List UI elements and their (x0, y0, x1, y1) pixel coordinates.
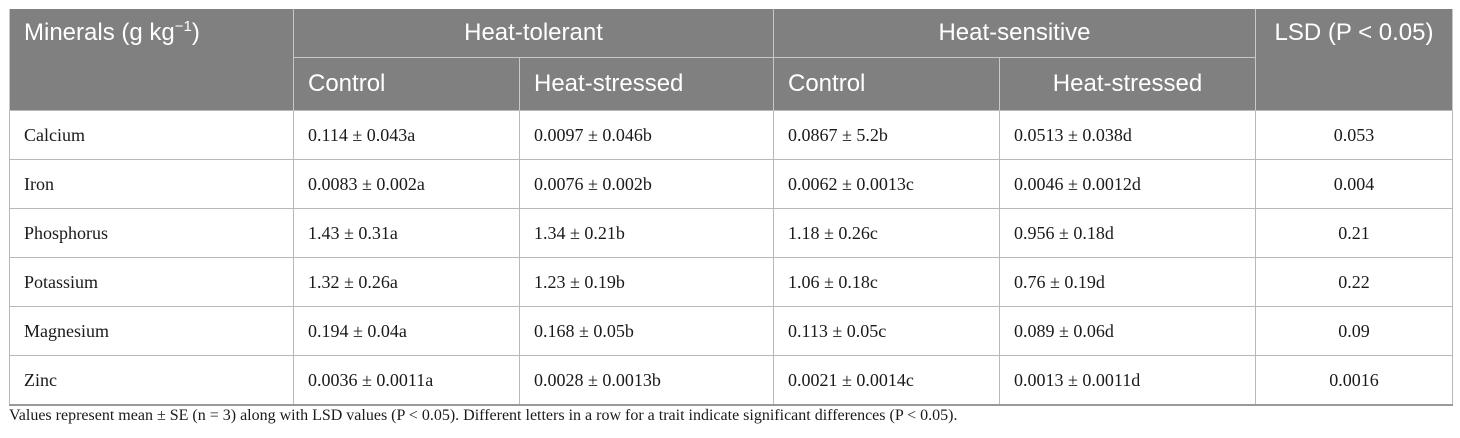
table-footnote: Values represent mean ± SE (n = 3) along… (9, 407, 958, 424)
cell-value: 1.06 ± 0.18c (773, 257, 1000, 307)
cell-lsd: 0.21 (1255, 208, 1453, 258)
cell-value: 0.0028 ± 0.0013b (519, 355, 774, 406)
mineral-name: Zinc (9, 355, 294, 406)
cell-value: 0.0062 ± 0.0013c (773, 159, 1000, 209)
cell-value: 0.0021 ± 0.0014c (773, 355, 1000, 406)
header-sensitive-control: Control (773, 57, 1000, 111)
table-body: Calcium 0.114 ± 0.043a 0.0097 ± 0.046b 0… (9, 110, 1453, 406)
header-lsd: LSD (P < 0.05) (1255, 9, 1453, 111)
cell-value: 1.18 ± 0.26c (773, 208, 1000, 258)
cell-value: 0.76 ± 0.19d (999, 257, 1256, 307)
cell-lsd: 0.09 (1255, 306, 1453, 356)
cell-value: 0.089 ± 0.06d (999, 306, 1256, 356)
header-minerals: Minerals (g kg−1) (9, 9, 294, 111)
cell-lsd: 0.053 (1255, 110, 1453, 160)
cell-lsd: 0.22 (1255, 257, 1453, 307)
table-row: Phosphorus 1.43 ± 0.31a 1.34 ± 0.21b 1.1… (9, 208, 1453, 258)
minerals-table-container: Minerals (g kg−1) Heat-tolerant Heat-sen… (9, 9, 1453, 406)
table-row: Zinc 0.0036 ± 0.0011a 0.0028 ± 0.0013b 0… (9, 355, 1453, 406)
cell-value: 1.34 ± 0.21b (519, 208, 774, 258)
cell-value: 0.956 ± 0.18d (999, 208, 1256, 258)
cell-value: 0.0076 ± 0.002b (519, 159, 774, 209)
table-row: Iron 0.0083 ± 0.002a 0.0076 ± 0.002b 0.0… (9, 159, 1453, 209)
table-row: Potassium 1.32 ± 0.26a 1.23 ± 0.19b 1.06… (9, 257, 1453, 307)
table-header: Minerals (g kg−1) Heat-tolerant Heat-sen… (9, 9, 1453, 111)
header-heat-tolerant: Heat-tolerant (293, 9, 774, 58)
mineral-name: Iron (9, 159, 294, 209)
cell-value: 0.0097 ± 0.046b (519, 110, 774, 160)
cell-value: 0.0046 ± 0.0012d (999, 159, 1256, 209)
mineral-name: Potassium (9, 257, 294, 307)
cell-value: 0.0867 ± 5.2b (773, 110, 1000, 160)
cell-value: 0.0083 ± 0.002a (293, 159, 520, 209)
table-row: Calcium 0.114 ± 0.043a 0.0097 ± 0.046b 0… (9, 110, 1453, 160)
table-row: Magnesium 0.194 ± 0.04a 0.168 ± 0.05b 0.… (9, 306, 1453, 356)
cell-lsd: 0.0016 (1255, 355, 1453, 406)
cell-value: 0.114 ± 0.043a (293, 110, 520, 160)
mineral-name: Calcium (9, 110, 294, 160)
mineral-name: Magnesium (9, 306, 294, 356)
cell-lsd: 0.004 (1255, 159, 1453, 209)
cell-value: 1.32 ± 0.26a (293, 257, 520, 307)
cell-value: 1.23 ± 0.19b (519, 257, 774, 307)
cell-value: 0.194 ± 0.04a (293, 306, 520, 356)
cell-value: 0.0036 ± 0.0011a (293, 355, 520, 406)
mineral-name: Phosphorus (9, 208, 294, 258)
minerals-table: Minerals (g kg−1) Heat-tolerant Heat-sen… (9, 9, 1453, 406)
cell-value: 1.43 ± 0.31a (293, 208, 520, 258)
header-tolerant-control: Control (293, 57, 520, 111)
header-tolerant-heat-stressed: Heat-stressed (519, 57, 774, 111)
cell-value: 0.0013 ± 0.0011d (999, 355, 1256, 406)
header-heat-sensitive: Heat-sensitive (773, 9, 1256, 58)
header-sensitive-heat-stressed: Heat-stressed (999, 57, 1256, 111)
cell-value: 0.0513 ± 0.038d (999, 110, 1256, 160)
cell-value: 0.168 ± 0.05b (519, 306, 774, 356)
cell-value: 0.113 ± 0.05c (773, 306, 1000, 356)
